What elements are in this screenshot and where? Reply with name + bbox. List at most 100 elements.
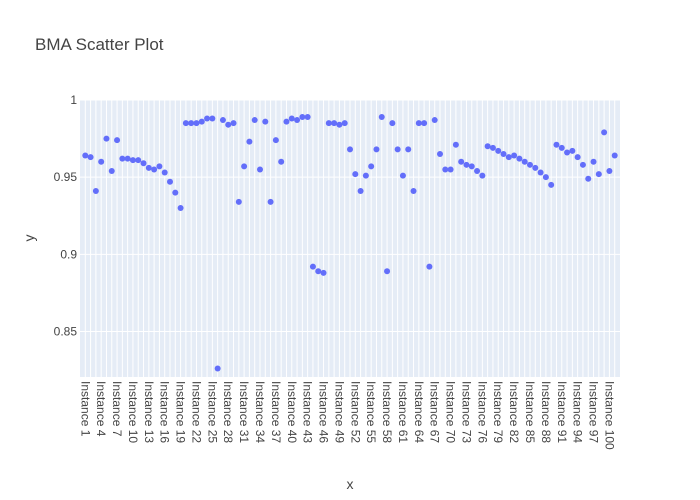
data-point[interactable] — [474, 167, 481, 174]
data-point[interactable] — [214, 365, 221, 372]
data-point[interactable] — [172, 189, 179, 196]
data-point[interactable] — [299, 113, 306, 120]
data-point[interactable] — [463, 161, 470, 168]
data-point[interactable] — [389, 120, 396, 127]
data-point[interactable] — [235, 198, 242, 205]
data-point[interactable] — [479, 172, 486, 179]
data-point[interactable] — [442, 166, 449, 173]
data-point[interactable] — [601, 129, 608, 136]
data-point[interactable] — [569, 147, 576, 154]
data-point[interactable] — [241, 163, 248, 170]
data-point[interactable] — [415, 120, 422, 127]
data-point[interactable] — [156, 163, 163, 170]
data-point[interactable] — [288, 115, 295, 122]
data-point[interactable] — [579, 161, 586, 168]
data-point[interactable] — [315, 268, 322, 275]
data-point[interactable] — [516, 155, 523, 162]
data-point[interactable] — [87, 154, 94, 161]
data-point[interactable] — [225, 121, 232, 128]
data-point[interactable] — [272, 137, 279, 144]
data-point[interactable] — [283, 118, 290, 125]
data-point[interactable] — [532, 164, 539, 171]
data-point[interactable] — [304, 113, 311, 120]
data-point[interactable] — [606, 167, 613, 174]
data-point[interactable] — [511, 152, 518, 159]
data-point[interactable] — [325, 120, 332, 127]
data-point[interactable] — [452, 141, 459, 148]
data-point[interactable] — [251, 117, 258, 124]
data-point[interactable] — [458, 158, 465, 165]
data-point[interactable] — [161, 169, 168, 176]
data-point[interactable] — [495, 147, 502, 154]
data-point[interactable] — [278, 158, 285, 165]
data-point[interactable] — [347, 146, 353, 153]
data-point[interactable] — [564, 149, 571, 156]
data-point[interactable] — [410, 188, 417, 195]
data-point[interactable] — [140, 160, 147, 167]
data-point[interactable] — [421, 120, 428, 127]
data-point[interactable] — [246, 138, 253, 145]
data-point[interactable] — [230, 120, 237, 127]
data-point[interactable] — [294, 117, 301, 124]
data-point[interactable] — [124, 155, 131, 162]
data-point[interactable] — [119, 155, 126, 162]
data-point[interactable] — [542, 174, 549, 181]
data-point[interactable] — [368, 163, 375, 170]
data-point[interactable] — [484, 143, 491, 150]
data-point[interactable] — [489, 144, 496, 151]
data-point[interactable] — [257, 166, 263, 173]
data-point[interactable] — [114, 137, 121, 144]
data-point[interactable] — [177, 205, 184, 212]
data-point[interactable] — [309, 263, 316, 270]
data-point[interactable] — [378, 113, 385, 120]
data-point[interactable] — [167, 178, 173, 185]
data-point[interactable] — [182, 120, 189, 127]
data-point[interactable] — [151, 166, 158, 173]
data-point[interactable] — [92, 188, 99, 195]
data-point[interactable] — [108, 167, 115, 174]
data-point[interactable] — [262, 118, 269, 125]
data-point[interactable] — [505, 154, 512, 161]
data-point[interactable] — [193, 120, 200, 127]
data-point[interactable] — [135, 157, 142, 164]
data-point[interactable] — [500, 151, 507, 158]
data-point[interactable] — [129, 157, 136, 164]
data-point[interactable] — [341, 120, 348, 127]
data-point[interactable] — [357, 188, 364, 195]
data-point[interactable] — [198, 118, 205, 125]
data-point[interactable] — [399, 172, 406, 179]
data-point[interactable] — [267, 198, 274, 205]
data-point[interactable] — [204, 115, 211, 122]
data-point[interactable] — [331, 120, 338, 127]
data-point[interactable] — [595, 171, 602, 178]
data-point[interactable] — [548, 181, 555, 188]
data-point[interactable] — [352, 171, 359, 178]
data-point[interactable] — [468, 163, 475, 170]
data-point[interactable] — [585, 175, 592, 182]
data-point[interactable] — [405, 146, 412, 153]
data-point[interactable] — [431, 117, 438, 124]
data-point[interactable] — [611, 152, 618, 159]
data-point[interactable] — [558, 144, 565, 151]
data-point[interactable] — [384, 268, 391, 275]
data-point[interactable] — [188, 120, 195, 127]
data-point[interactable] — [219, 117, 226, 124]
data-point[interactable] — [553, 141, 560, 148]
data-point[interactable] — [537, 169, 544, 176]
data-point[interactable] — [209, 115, 216, 122]
data-point[interactable] — [426, 263, 433, 270]
data-point[interactable] — [394, 146, 401, 153]
data-point[interactable] — [103, 135, 110, 142]
data-point[interactable] — [447, 166, 454, 173]
data-point[interactable] — [437, 151, 443, 158]
data-point[interactable] — [145, 164, 152, 171]
data-point[interactable] — [98, 158, 105, 165]
data-point[interactable] — [82, 152, 89, 159]
data-point[interactable] — [590, 158, 597, 165]
data-point[interactable] — [373, 146, 380, 153]
data-point[interactable] — [336, 121, 343, 128]
data-point[interactable] — [574, 154, 581, 161]
data-point[interactable] — [521, 158, 528, 165]
data-point[interactable] — [362, 172, 369, 179]
data-point[interactable] — [527, 161, 533, 168]
